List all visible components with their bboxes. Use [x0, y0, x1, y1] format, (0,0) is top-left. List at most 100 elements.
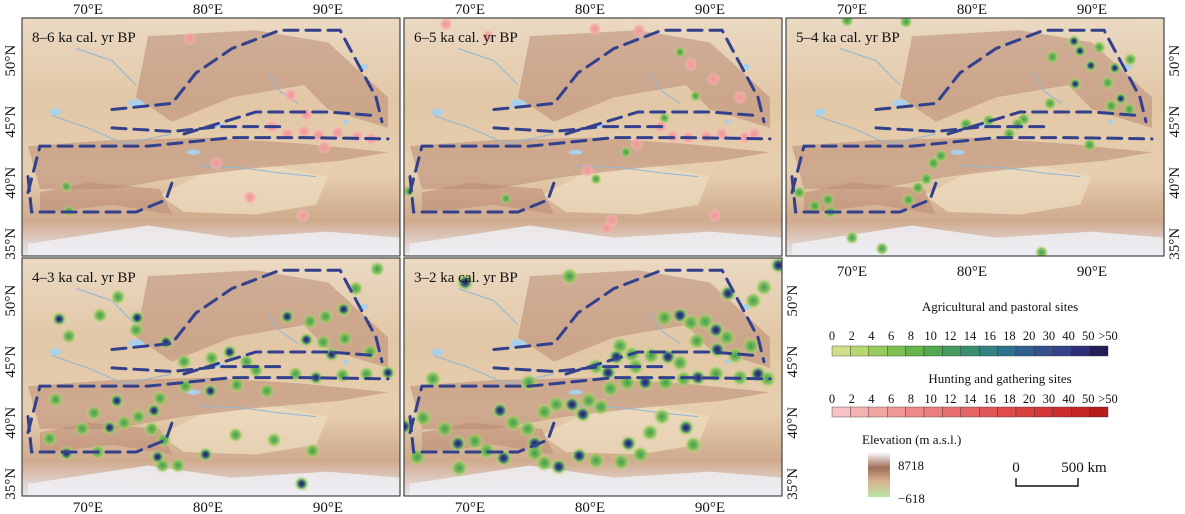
river — [75, 48, 137, 86]
hunt-legend-swatch — [1089, 406, 1109, 418]
agri-site-marker — [362, 343, 378, 360]
agri-density-core — [494, 404, 506, 417]
agri-site-marker — [110, 289, 126, 306]
river — [1031, 72, 1063, 104]
agri-site-marker — [1010, 117, 1025, 132]
hunt-legend-class-label: 16 — [983, 392, 996, 406]
hunt-legend-swatch — [850, 406, 870, 418]
panel-title: 3–2 ka cal. yr BP — [414, 270, 518, 286]
lake — [49, 348, 62, 356]
agri-site-marker — [228, 376, 245, 393]
hunting-site-marker — [311, 128, 326, 143]
agri-legend-class-label: 30 — [1043, 329, 1056, 343]
panel-frame — [403, 17, 783, 257]
agri-legend-class-label: >50 — [1098, 329, 1118, 343]
agri-density-core — [674, 309, 686, 322]
agri-site-marker — [655, 308, 674, 327]
agri-legend-class-label: 2 — [849, 329, 855, 343]
agri-site-marker — [653, 407, 671, 426]
lon-tick-label: 80°E — [575, 2, 605, 18]
agri-site-marker — [227, 426, 244, 443]
agri-legend-swatch — [923, 345, 943, 357]
agri-legend-swatch — [905, 345, 925, 357]
agri-density-core — [1086, 61, 1095, 70]
agri-density-core — [573, 449, 586, 462]
agri-site-marker — [41, 430, 58, 447]
agri-density-core — [497, 452, 510, 465]
agri-legend-swatch — [979, 345, 998, 357]
agri-legend-class-label: 16 — [983, 329, 996, 343]
agri-site-marker — [726, 346, 745, 365]
river — [649, 312, 681, 344]
agri-legend-swatch — [1052, 345, 1072, 357]
agri-site-marker — [336, 330, 353, 347]
region-boundary — [408, 376, 772, 435]
hunt-legend-class-label: 8 — [908, 392, 914, 406]
agri-site-marker — [176, 353, 192, 370]
agri-legend-swatch — [1070, 345, 1090, 357]
agri-density-core — [710, 324, 722, 337]
lat-tick-label: 40°N — [1167, 167, 1183, 199]
agri-site-marker — [1043, 96, 1057, 111]
map-panel-p4: 4–3 ka cal. yr BP — [21, 257, 401, 497]
mountain-range — [518, 270, 770, 368]
hunting-site-marker — [209, 156, 224, 171]
basin-area — [924, 164, 1092, 215]
basin-area — [542, 164, 710, 215]
lat-tick-label: 35°N — [3, 228, 19, 260]
agri-legend-swatch — [831, 345, 851, 357]
agri-site-marker — [611, 336, 629, 355]
agri-site-marker — [717, 328, 736, 347]
agri-site-marker — [671, 353, 689, 372]
lake — [186, 149, 201, 155]
agri-site-marker — [707, 364, 725, 383]
hunting-site-marker — [330, 125, 345, 140]
lon-tick-label: 80°E — [193, 2, 223, 18]
agri-site-marker — [901, 192, 916, 207]
agri-legend-swatch — [997, 345, 1017, 357]
basin-area — [160, 164, 328, 215]
region-boundary — [874, 28, 1148, 124]
hunt-legend-swatch — [905, 406, 925, 418]
agri-density-core — [566, 398, 578, 411]
agri-site-marker — [60, 180, 73, 193]
agri-site-marker — [642, 346, 661, 365]
hunt-legend-bar — [831, 406, 1109, 418]
agri-legend-title: Agricultural and pastoral sites — [922, 299, 1078, 314]
hunt-legend-class-label: 10 — [924, 392, 937, 406]
hunt-legend-swatch — [868, 406, 888, 418]
elevation-max-label: 8718 — [898, 458, 924, 473]
agri-legend-class-label: 10 — [924, 329, 937, 343]
agri-density-core — [54, 314, 65, 325]
region-boundary — [790, 136, 1154, 195]
hunting-site-marker — [243, 190, 257, 205]
agri-site-marker — [450, 458, 469, 477]
agri-site-marker — [500, 192, 512, 205]
agri-density-core — [132, 312, 143, 323]
river — [51, 355, 173, 385]
lon-tick-label: 90°E — [695, 2, 725, 18]
hunting-site-marker — [604, 213, 619, 228]
agri-site-marker — [1045, 50, 1060, 65]
agri-density-core — [576, 408, 589, 421]
hunt-legend-class-label: 20 — [1023, 392, 1036, 406]
agri-site-marker — [875, 241, 889, 256]
agri-site-marker — [1034, 245, 1049, 256]
hunt-legend-class-label: 40 — [1062, 392, 1075, 406]
lon-tick-label: 90°E — [313, 2, 343, 18]
agri-site-marker — [755, 278, 773, 297]
river — [959, 165, 1081, 178]
lake — [568, 149, 583, 155]
map-panel-p3: 5–4 ka cal. yr BP — [785, 17, 1165, 257]
plateau-area — [28, 225, 400, 256]
lon-tick-label: 80°E — [957, 264, 987, 280]
agri-density-core — [602, 366, 614, 379]
hunting-site-marker — [699, 129, 714, 144]
lon-tick-label: 90°E — [313, 500, 343, 514]
hunting-site-marker — [183, 31, 197, 46]
legend: Agricultural and pastoral sites 0 2 4 6 8 10 1… — [829, 299, 1118, 506]
panel-title: 4–3 ka cal. yr BP — [32, 270, 136, 286]
agri-site-marker — [465, 432, 484, 451]
map-panels: 8–6 ka cal. yr BP 6–5 ka cal. yr BP 5–4 ka… — [21, 17, 1165, 497]
agri-density-core — [111, 395, 122, 406]
